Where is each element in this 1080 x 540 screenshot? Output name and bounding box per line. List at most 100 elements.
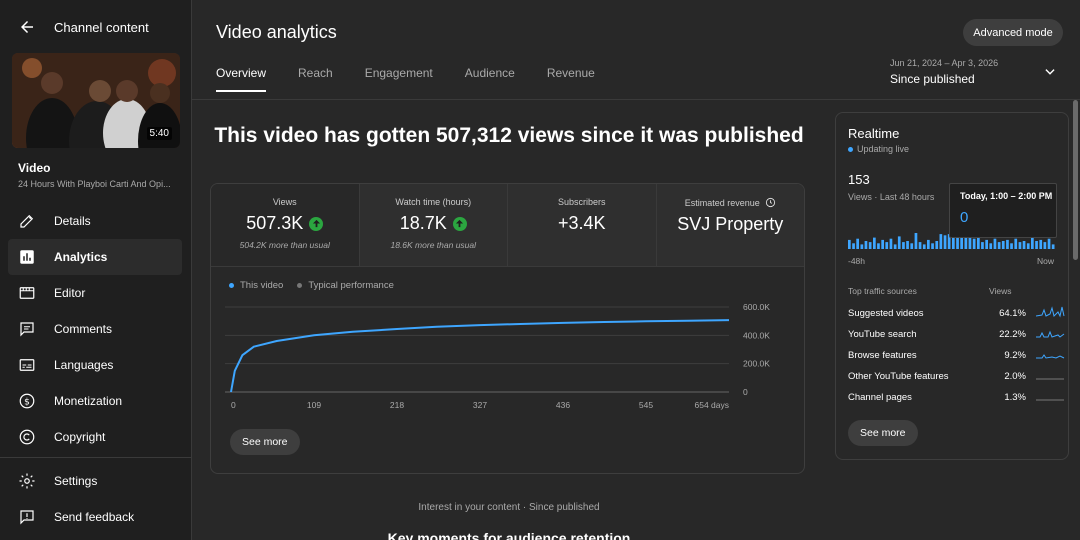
axis-end: Now: [1037, 256, 1055, 266]
tooltip-value: 0: [960, 209, 969, 226]
sidebar-item-monetization[interactable]: $ Monetization: [8, 383, 182, 419]
date-range[interactable]: Jun 21, 2024 – Apr 3, 2026: [890, 58, 999, 68]
realtime-bar: [922, 244, 926, 249]
views-line-chart[interactable]: 0 200.0K 400.0K 600.0K 0 109 218 327 436 545 654 d…: [211, 184, 805, 474]
axis-start: -48h: [848, 256, 866, 266]
tab-engagement[interactable]: Engagement: [364, 66, 433, 80]
retention-subtitle: Interest in your content · Since publish…: [418, 502, 600, 513]
realtime-bar: [1001, 241, 1005, 249]
realtime-bar-chart[interactable]: [836, 113, 1069, 460]
sidebar-item-label: Copyright: [54, 430, 106, 444]
realtime-bar: [935, 241, 939, 249]
metric-value-row: 507.3K: [211, 213, 359, 234]
sidebar-divider: [0, 457, 191, 458]
realtime-bar: [939, 234, 943, 249]
traffic-source-row[interactable]: Other YouTube features 2.0%: [848, 371, 1064, 392]
realtime-bar: [1026, 243, 1030, 249]
dollar-icon: $: [19, 393, 35, 409]
legend-typical[interactable]: Typical performance: [297, 280, 394, 291]
sidebar-item-label: Editor: [54, 286, 86, 300]
metric-label: Views: [272, 197, 297, 207]
clock-icon: [765, 197, 775, 208]
legend-this-video[interactable]: This video: [229, 280, 283, 291]
see-more-button[interactable]: See more: [230, 429, 300, 455]
realtime-bar: [972, 238, 976, 249]
metric-value: 18.7K: [399, 213, 447, 233]
metric-value-row: SVJ Property: [657, 214, 805, 235]
tab-audience[interactable]: Audience: [464, 66, 515, 80]
metric-tabs: Views 507.3K 504.2K more than usual Watc…: [211, 184, 804, 267]
metric-views[interactable]: Views 507.3K 504.2K more than usual: [211, 184, 360, 267]
sidebar-item-label: Analytics: [54, 250, 108, 264]
sidebar-item-label: Languages: [54, 358, 114, 372]
channel-content-title: Channel content: [54, 19, 149, 35]
header-divider: [192, 99, 1080, 100]
copyright-icon: [19, 429, 35, 445]
sidebar-item-details[interactable]: Details: [8, 203, 182, 239]
sidebar-item-analytics[interactable]: Analytics: [8, 239, 182, 275]
realtime-bar: [1018, 242, 1022, 249]
y-tick-label: 400.0K: [743, 330, 770, 340]
sparkline: [1036, 378, 1064, 380]
x-tick-label: 654 days: [695, 400, 730, 410]
languages-icon: [19, 359, 35, 371]
metric-label: Watch time (hours): [395, 197, 472, 207]
gear-icon: [19, 473, 35, 489]
realtime-bar: [1014, 238, 1018, 249]
metric-sub: 504.2K more than usual: [239, 240, 330, 250]
sidebar-item-comments[interactable]: Comments: [8, 311, 182, 347]
traffic-source-row[interactable]: Suggested videos 64.1%: [848, 306, 1065, 329]
date-preset[interactable]: Since published: [890, 72, 975, 86]
back-header: Channel content: [18, 18, 149, 36]
traffic-source-row[interactable]: Browse features 9.2%: [848, 350, 1065, 371]
back-arrow-icon[interactable]: [18, 18, 36, 36]
realtime-bar: [906, 241, 909, 249]
sidebar-item-label: Comments: [54, 322, 113, 336]
sidebar-item-label: Send feedback: [54, 510, 135, 524]
scrollbar[interactable]: [1073, 100, 1078, 260]
sidebar-item-copyright[interactable]: Copyright: [8, 419, 182, 455]
sidebar-item-languages[interactable]: Languages: [8, 347, 182, 383]
chart-legend: This video Typical performance: [229, 280, 394, 291]
metric-estimated-revenue[interactable]: Estimated revenue SVJ Property: [656, 184, 805, 267]
traffic-source-row[interactable]: Channel pages 1.3%: [848, 392, 1064, 413]
feedback-icon: [20, 510, 34, 525]
realtime-bar: [1051, 244, 1055, 249]
tab-reach[interactable]: Reach: [298, 66, 333, 80]
arrow-up-icon: [309, 216, 324, 231]
realtime-bar: [947, 234, 951, 249]
tooltip-title: Today, 1:00 – 2:00 PM: [960, 191, 1053, 201]
video-label: Video: [18, 161, 51, 175]
metric-value-row: +3.4K: [508, 213, 656, 234]
metric-watch-time[interactable]: Watch time (hours) 18.7K 18.6K more than…: [359, 184, 508, 267]
x-tick-label: 0: [231, 400, 236, 410]
sidebar-nav: Details Analytics Editor Comments Langua…: [8, 203, 182, 455]
metric-subscribers[interactable]: Subscribers +3.4K: [508, 184, 657, 267]
realtime-see-more-button[interactable]: See more: [848, 420, 918, 446]
metric-value: +3.4K: [557, 213, 606, 233]
tab-revenue[interactable]: Revenue: [546, 66, 595, 80]
metric-label: Subscribers: [557, 197, 606, 207]
tab-overview[interactable]: Overview: [216, 66, 267, 92]
realtime-bar: [848, 239, 851, 249]
video-thumbnail[interactable]: 5:40: [12, 53, 180, 148]
realtime-bar: [860, 244, 864, 249]
realtime-bar: [918, 242, 922, 249]
headline: This video has gotten 507,312 views sinc…: [214, 124, 804, 147]
traffic-source-row[interactable]: YouTube search 22.2%: [848, 329, 1065, 350]
x-tick-label: 436: [556, 400, 570, 410]
realtime-bar: [897, 236, 901, 249]
chevron-down-icon[interactable]: [1043, 65, 1057, 79]
realtime-bar: [877, 243, 880, 249]
realtime-bar: [1006, 239, 1009, 249]
realtime-bar: [985, 239, 988, 249]
sidebar-item-settings[interactable]: Settings: [8, 463, 182, 499]
realtime-bar: [931, 243, 934, 249]
sidebar-item-send-feedback[interactable]: Send feedback: [8, 499, 182, 535]
sparkline: [1036, 306, 1065, 318]
sparkline: [1036, 399, 1064, 401]
sidebar-item-editor[interactable]: Editor: [8, 275, 182, 311]
comments-icon: [20, 322, 34, 337]
realtime-bar: [873, 237, 876, 249]
advanced-mode-button[interactable]: Advanced mode: [963, 19, 1063, 46]
